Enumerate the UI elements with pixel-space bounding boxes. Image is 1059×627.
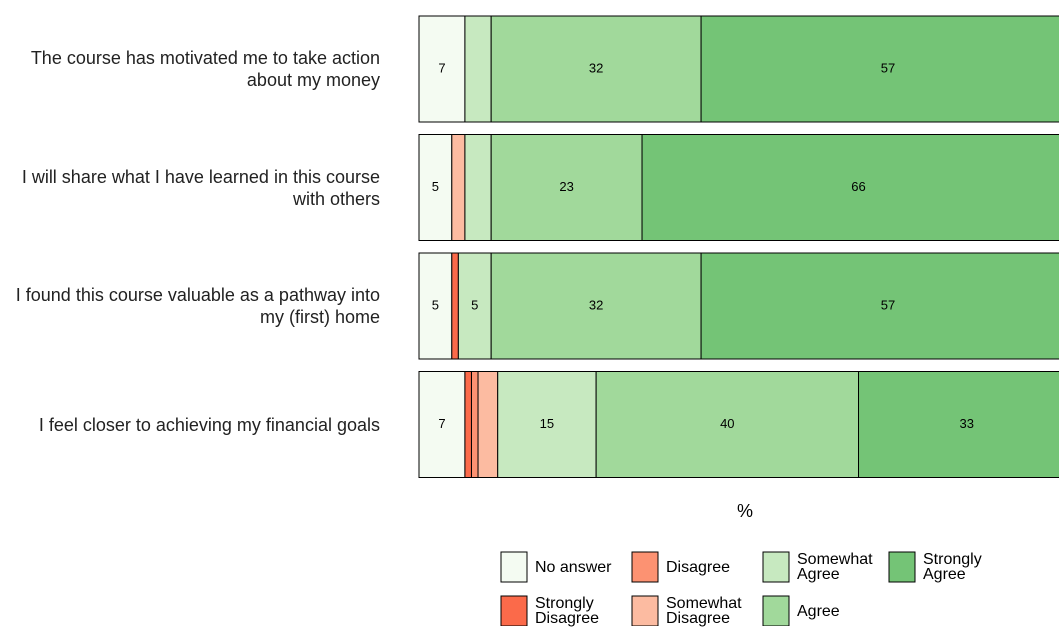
legend-label: Strongly Disagree: [535, 595, 600, 627]
data-label: 5: [432, 179, 439, 194]
data-label: 7: [438, 416, 445, 431]
data-label: 15: [540, 416, 554, 431]
data-label: 5: [471, 297, 478, 312]
bar-segment: [595, 371, 860, 478]
bar-segment: [464, 15, 492, 123]
legend-label: Strongly Agree: [923, 551, 982, 583]
bar-segment: [451, 252, 459, 360]
legend-swatch: [631, 595, 659, 626]
data-label: 66: [851, 179, 865, 194]
bar-segment: [418, 371, 466, 478]
legend-label: Disagree: [666, 558, 731, 576]
data-label: 23: [559, 179, 573, 194]
legend-label: Somewhat Disagree: [666, 595, 742, 627]
data-label: 57: [881, 60, 895, 75]
data-label: 57: [881, 297, 895, 312]
bar-segment: [470, 371, 479, 478]
legend-swatch: [762, 595, 790, 626]
bar-segment: [490, 252, 702, 360]
bar-segment: [700, 252, 1059, 360]
legend-swatch: [762, 551, 790, 583]
bar-segment: [464, 371, 472, 478]
data-label: 33: [960, 416, 974, 431]
legend-swatch: [500, 595, 528, 626]
bar-segment: [477, 371, 499, 478]
bar-segment: [457, 252, 492, 360]
bar-segment: [490, 15, 702, 123]
category-label: The course has motivated me to take acti…: [30, 48, 380, 90]
legend-label: Somewhat Agree: [797, 551, 873, 583]
legend-label: No answer: [535, 558, 612, 576]
data-label: 32: [589, 297, 603, 312]
legend-swatch: [888, 551, 916, 583]
legend-swatch: [500, 551, 528, 583]
bar-segment: [451, 134, 466, 241]
bar-segment: [497, 371, 597, 478]
data-label: 32: [589, 60, 603, 75]
category-label: I feel closer to achieving my financial …: [38, 414, 380, 435]
x-axis-label: %: [737, 501, 753, 521]
bar-segment: [464, 134, 492, 241]
data-label: 7: [438, 60, 445, 75]
category-label: I found this course valuable as a pathwa…: [15, 285, 380, 327]
bar-segment: [858, 371, 1059, 478]
bar-segment: [641, 134, 1059, 241]
legend-swatch: [631, 551, 659, 583]
category-label: I will share what I have learned in this…: [21, 166, 380, 209]
bar-segment: [418, 134, 453, 241]
data-label: 40: [720, 416, 734, 431]
legend-label: Agree: [797, 602, 840, 620]
data-label: 5: [432, 297, 439, 312]
bar-segment: [700, 15, 1059, 123]
